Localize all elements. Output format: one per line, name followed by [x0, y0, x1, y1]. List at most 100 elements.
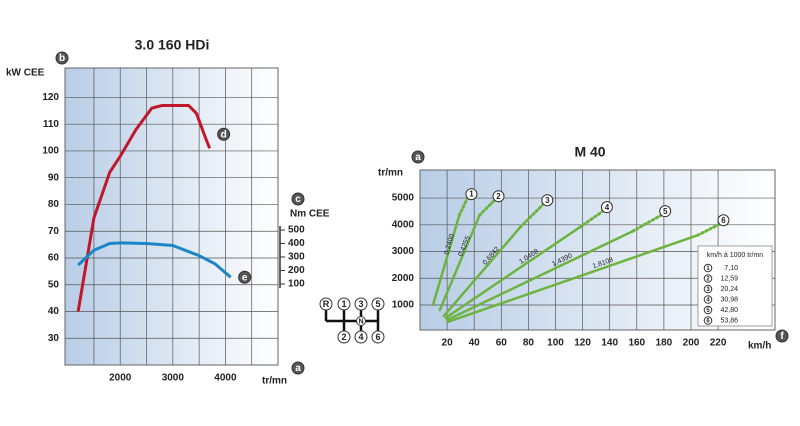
shift-gear-circle — [371, 297, 385, 311]
shift-gear: N — [358, 318, 363, 325]
y-tick-label: 1000 — [392, 300, 415, 311]
table-title: km/h à 1000 tr/mn — [707, 252, 764, 259]
axis-marker: f — [780, 331, 784, 342]
gear-label: 1 — [469, 190, 474, 199]
y-tick-label: 30 — [48, 333, 60, 344]
y-tick-label: 2000 — [392, 273, 415, 284]
shift-gear-circle — [319, 297, 333, 311]
shift-gear: 1 — [341, 299, 346, 309]
gear-label-circle — [600, 201, 613, 214]
series-line — [431, 213, 461, 307]
shift-gear-circle — [337, 330, 351, 344]
y-tick-label: 70 — [48, 226, 60, 237]
axis-marker-circle — [291, 361, 305, 375]
axis-marker-circle — [291, 192, 305, 206]
series-line — [445, 229, 634, 322]
x-axis-label: tr/mn — [262, 376, 287, 387]
y2-tick-label: 400 — [288, 238, 305, 249]
axis-marker: a — [295, 363, 301, 374]
x-tick-label: 220 — [710, 338, 727, 349]
shift-gear-circle — [337, 297, 351, 311]
table-gear: 5 — [706, 308, 710, 314]
series-line — [446, 233, 700, 324]
table-gear-circle — [703, 263, 713, 273]
gear-label-circle — [492, 190, 505, 203]
gear-label: 3 — [545, 196, 550, 205]
table-value: 42,80 — [720, 307, 738, 314]
x-tick-label: 100 — [547, 338, 564, 349]
axis-marker-circle — [411, 150, 425, 164]
y-axis-label: kW CEE — [6, 68, 45, 79]
shift-gear: 2 — [341, 332, 346, 342]
y2-axis-label: Nm CEE — [290, 209, 330, 220]
axis-marker: b — [59, 53, 65, 64]
plot-area — [64, 67, 279, 366]
x-tick-label: 120 — [574, 338, 591, 349]
shift-gear: 5 — [375, 299, 380, 309]
table-gear: 6 — [706, 319, 710, 325]
x-tick-label: 2000 — [109, 373, 132, 384]
series-extension — [631, 213, 663, 233]
gear-label: 2 — [496, 192, 501, 201]
chart-title: M 40 — [574, 144, 605, 160]
table-gear-circle — [703, 316, 713, 325]
shift-gear: 4 — [358, 332, 363, 342]
table-value: 12,59 — [720, 275, 738, 282]
series-line — [444, 225, 582, 320]
series-label: d — [221, 129, 227, 140]
table-value: 53,86 — [720, 317, 738, 324]
series-extension — [518, 202, 545, 229]
y-axis-label: tr/mn — [378, 168, 403, 179]
series-label: e — [242, 272, 248, 283]
x-tick-label: 40 — [469, 338, 481, 349]
x-tick-label: 200 — [683, 338, 700, 349]
x-tick-label: 80 — [523, 338, 535, 349]
y2-tick-label: 300 — [288, 252, 305, 263]
shift-gear: R — [323, 299, 330, 309]
y-tick-label: 90 — [48, 172, 60, 183]
y-tick-label: 5000 — [392, 193, 415, 204]
shift-gear-circle — [354, 297, 368, 311]
y-tick-label: 100 — [42, 146, 59, 157]
y2-tick-label: 500 — [288, 225, 305, 236]
series-label-circle — [238, 270, 252, 284]
table-gear: 4 — [706, 298, 710, 304]
series-extension — [457, 196, 469, 217]
gear-label-circle — [541, 194, 554, 207]
x-tick-label: 140 — [601, 338, 618, 349]
series-line — [76, 103, 212, 312]
gear-label: 4 — [605, 203, 610, 212]
series-extension — [478, 198, 497, 217]
series-extension — [578, 209, 605, 229]
axis-marker-circle — [55, 51, 69, 65]
table-value: 30,98 — [720, 296, 738, 303]
table-value: 7,10 — [724, 265, 738, 272]
axis-marker: a — [415, 152, 421, 163]
y2-tick-label: 200 — [288, 265, 305, 276]
chart-title: 3.0 160 HDi — [135, 37, 210, 53]
table-gear-circle — [703, 274, 713, 283]
x-tick-label: 20 — [442, 338, 454, 349]
axis-marker: c — [295, 194, 301, 205]
x-tick-label: 180 — [656, 338, 673, 349]
shift-gear-circle — [354, 330, 368, 344]
shift-gear: 6 — [375, 332, 380, 342]
table-gear-circle — [703, 284, 713, 294]
x-tick-label: 60 — [496, 338, 508, 349]
y-tick-label: 4000 — [392, 219, 415, 230]
gear-label: 6 — [721, 216, 726, 225]
x-tick-label: 3000 — [162, 373, 185, 384]
x-axis-label: km/h — [748, 341, 771, 352]
series-line — [442, 225, 522, 318]
y-tick-label: 120 — [42, 92, 59, 103]
y-tick-label: 50 — [48, 279, 60, 290]
shift-gear: 3 — [358, 299, 363, 309]
y-tick-label: 80 — [48, 199, 60, 210]
table-gear-circle — [703, 305, 713, 315]
y-tick-label: 60 — [48, 253, 60, 264]
gear-label-circle — [659, 205, 672, 218]
x-tick-label: 160 — [628, 338, 645, 349]
axis-marker-circle — [775, 329, 789, 343]
table-value: 20,24 — [720, 286, 738, 293]
